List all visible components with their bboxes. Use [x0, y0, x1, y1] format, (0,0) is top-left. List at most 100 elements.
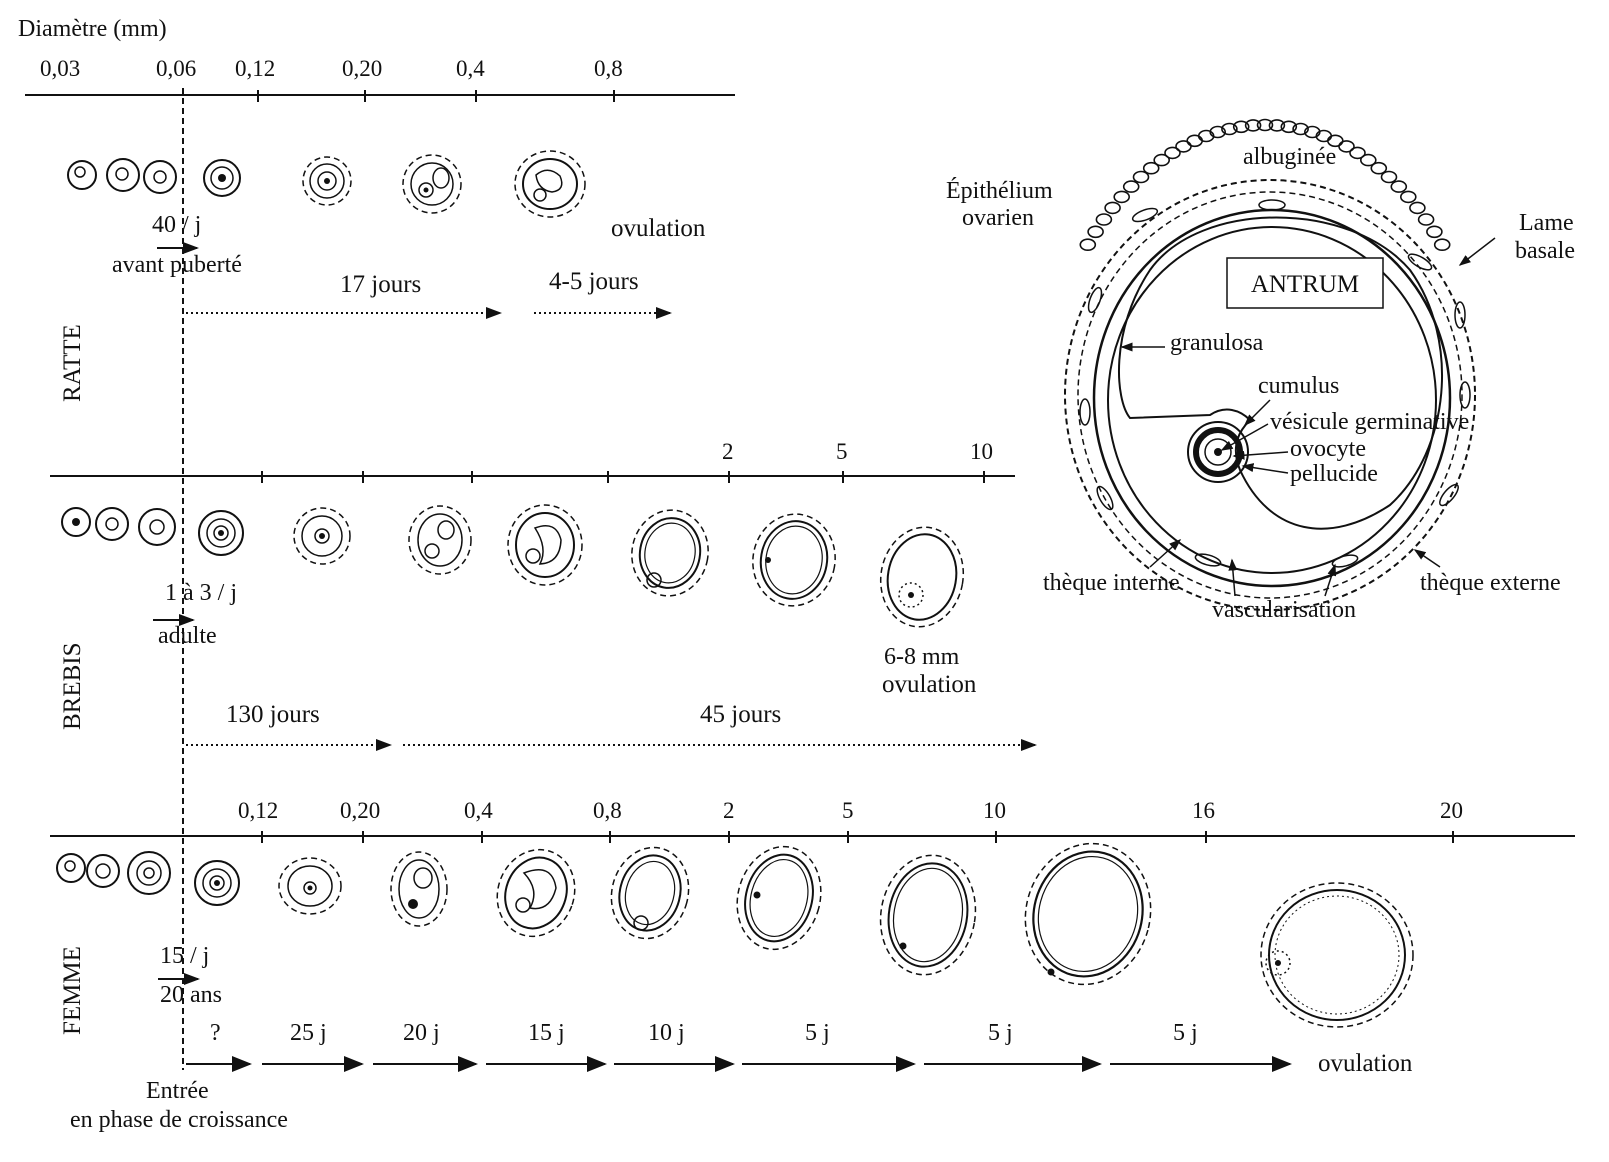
- ratte-duration-1: 17 jours: [340, 271, 421, 298]
- brebis-primordial-follicles: [61, 507, 176, 546]
- antrum-label: ANTRUM: [1251, 271, 1359, 298]
- epithelial-cell: [1256, 118, 1274, 132]
- brebis-follicle-5: [631, 509, 709, 597]
- epithelial-cell: [1349, 146, 1366, 160]
- femme-follicle-7: [879, 854, 977, 976]
- femme-row: 15 / j 20 ans ? 25 j 20 j 15 j 10 j 5 j …: [56, 842, 1414, 1133]
- epithelial-cell: [1209, 125, 1226, 139]
- epithelial-cell: [1221, 122, 1238, 136]
- tick-label-top: 0,8: [594, 56, 623, 81]
- theca-cells: [1079, 199, 1471, 568]
- label-ovocyte: ovocyte: [1290, 436, 1366, 462]
- femme-duration: 5 j: [988, 1020, 1013, 1046]
- tick-label-bottom: 5: [842, 798, 854, 823]
- bottom-axis: 0,12 0,20 0,4 0,8 2 5 10 16 20: [50, 798, 1575, 843]
- epithelial-cell: [1232, 120, 1250, 134]
- epithelial-cell: [1079, 238, 1097, 251]
- epithelial-cell: [1360, 153, 1377, 167]
- brebis-ovulation: ovulation: [882, 671, 977, 698]
- femme-follicle-6: [736, 845, 822, 951]
- brebis-duration-2: 45 jours: [700, 701, 781, 728]
- tick-label-top: 0,03: [40, 56, 80, 81]
- brebis-follicle-3: [408, 505, 472, 575]
- epithelial-cell: [1175, 140, 1192, 153]
- brebis-duration-1: 130 jours: [226, 701, 320, 728]
- tick-label-bottom: 0,20: [340, 798, 380, 823]
- label-theque-externe: thèque externe: [1420, 570, 1561, 596]
- epithelial-cell: [1390, 180, 1408, 193]
- brebis-stage: adulte: [158, 623, 217, 649]
- femme-primordial-follicles: [56, 851, 171, 895]
- brebis-rate: 1 à 3 / j: [165, 580, 237, 606]
- brebis-follicle-1: [198, 510, 244, 556]
- epithelial-cell: [1113, 190, 1130, 204]
- femme-duration: 5 j: [1173, 1020, 1198, 1046]
- ovarian-epithelium: [1079, 118, 1451, 251]
- brebis-follicle-7: [879, 526, 965, 628]
- axis-title: Diamètre (mm): [18, 16, 167, 42]
- label-albuginee: albuginée: [1243, 144, 1336, 170]
- tick-label-top: 0,20: [342, 56, 382, 81]
- brebis-follicle-4: [507, 504, 583, 586]
- label-theque-interne: thèque interne: [1043, 570, 1180, 596]
- epithelial-cell: [1433, 238, 1451, 251]
- femme-follicle-1: [194, 860, 240, 906]
- ratte-ovulation: ovulation: [611, 215, 706, 242]
- epithelial-cell: [1280, 120, 1298, 134]
- femme-stage: 20 ans: [160, 982, 222, 1008]
- ratte-primordial-follicles: [67, 158, 177, 194]
- femme-duration: 10 j: [648, 1020, 685, 1046]
- oocyte-complex: [1187, 421, 1249, 483]
- femme-duration: 15 j: [528, 1020, 565, 1046]
- species-label-femme: FEMME: [59, 946, 86, 1035]
- tick-label-mid: 10: [970, 439, 993, 464]
- epithelial-cell: [1153, 153, 1170, 167]
- epithelial-cell: [1268, 119, 1286, 132]
- middle-axis: 2 5 10: [50, 439, 1015, 483]
- epithelial-cell: [1426, 225, 1443, 239]
- ratte-follicle-1: [203, 159, 241, 197]
- ratte-rate: 40 / j: [152, 212, 201, 238]
- tick-label-top: 0,4: [456, 56, 485, 81]
- epithelial-cell: [1244, 119, 1262, 132]
- growth-entry-label-1: Entrée: [146, 1078, 209, 1104]
- epithelial-cell: [1087, 225, 1104, 239]
- epithelial-cell: [1409, 201, 1426, 215]
- femme-durations: ? 25 j 20 j 15 j 10 j 5 j 5 j 5 j: [210, 1020, 1198, 1046]
- tick-label-bottom: 20: [1440, 798, 1463, 823]
- epithelial-cell: [1292, 122, 1309, 136]
- antrum-boundary: [1118, 216, 1443, 530]
- femme-follicle-2: [278, 857, 342, 915]
- label-cumulus: cumulus: [1258, 373, 1339, 399]
- epithelial-cell: [1400, 190, 1417, 204]
- epithelial-cell: [1380, 170, 1398, 184]
- femme-follicle-5: [610, 846, 690, 940]
- ratte-follicle-2: [302, 156, 352, 206]
- growth-entry-label-2: en phase de croissance: [70, 1107, 288, 1133]
- ratte-stage: avant puberté: [112, 252, 242, 278]
- top-axis: 0,03 0,06 0,12 0,20 0,4 0,8: [25, 56, 735, 102]
- epithelial-cell: [1132, 170, 1150, 184]
- label-epithelium-1: Épithélium: [946, 178, 1053, 204]
- tick-label-bottom: 10: [983, 798, 1006, 823]
- femme-rate: 15 / j: [160, 943, 209, 969]
- label-vesicule: vésicule germinative: [1270, 409, 1469, 435]
- femme-follicle-3: [390, 851, 448, 927]
- tick-label-bottom: 0,12: [238, 798, 278, 823]
- ratte-follicle-4: [514, 150, 586, 218]
- species-label-brebis: BREBIS: [59, 642, 86, 730]
- femme-duration: ?: [210, 1020, 221, 1046]
- epithelial-cell: [1370, 161, 1388, 175]
- antral-follicle-diagram: ANTRUM albuginée Épithélium ovarien Lame…: [946, 118, 1575, 623]
- tick-label-mid: 2: [722, 439, 734, 464]
- tick-label-bottom: 0,4: [464, 798, 493, 823]
- label-epithelium-2: ovarien: [962, 205, 1034, 231]
- epithelial-cell: [1122, 180, 1140, 193]
- femme-ovulation: ovulation: [1318, 1050, 1413, 1077]
- epithelial-cell: [1104, 201, 1121, 215]
- ratte-follicle-3: [402, 154, 462, 214]
- brebis-size: 6-8 mm: [884, 644, 960, 670]
- ratte-row: ovulation 40 / j avant puberté 17 jours …: [59, 150, 706, 402]
- tick-label-bottom: 0,8: [593, 798, 622, 823]
